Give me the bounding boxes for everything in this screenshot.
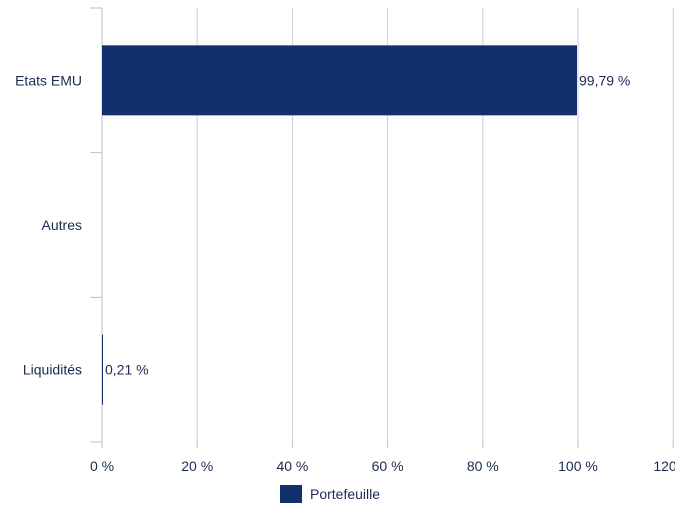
- legend-swatch: [280, 485, 302, 503]
- category-label-2: Liquidités: [23, 362, 82, 378]
- x-tick-label-100: 100 %: [558, 458, 598, 474]
- x-tick-label-80: 80 %: [467, 458, 499, 474]
- x-tick-label-0: 0 %: [90, 458, 114, 474]
- value-label-0: 99,79 %: [579, 72, 630, 88]
- x-tick-label-40: 40 %: [276, 458, 308, 474]
- x-tick-label-20: 20 %: [181, 458, 213, 474]
- category-label-1: Autres: [42, 217, 82, 233]
- value-label-2: 0,21 %: [105, 362, 149, 378]
- category-label-0: Etats EMU: [15, 72, 82, 88]
- legend: Portefeuille: [280, 485, 380, 503]
- legend-label: Portefeuille: [310, 486, 381, 502]
- bar-2: [102, 334, 103, 405]
- bar-0: [102, 45, 578, 116]
- x-tick-label-120: 120 %: [653, 458, 675, 474]
- x-tick-label-60: 60 %: [372, 458, 404, 474]
